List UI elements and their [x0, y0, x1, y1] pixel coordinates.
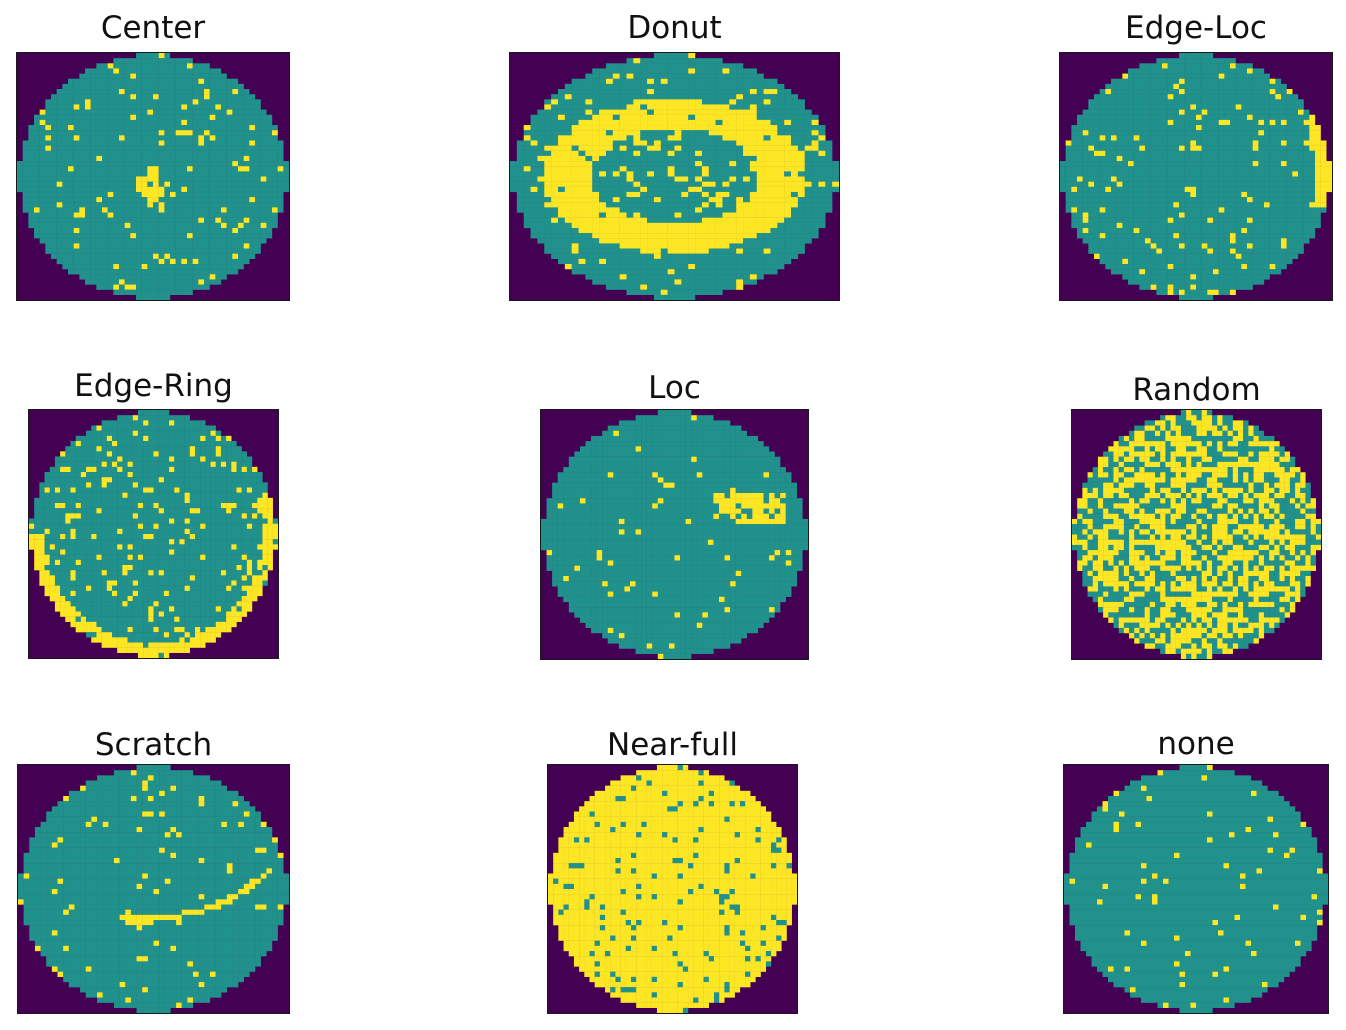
wafer-map — [540, 409, 809, 660]
wafer-map-graphic — [541, 410, 808, 659]
wafer-map — [1071, 409, 1322, 660]
wafer-map-graphic — [1064, 765, 1328, 1013]
wafer-panel-near-full: Near-full — [547, 725, 798, 1015]
wafer-map-graphic — [18, 765, 289, 1013]
wafer-map — [547, 764, 798, 1014]
wafer-map-graphic — [1072, 410, 1321, 659]
wafer-panel-loc: Loc — [540, 368, 809, 660]
wafer-map-graphic — [510, 53, 839, 300]
wafer-panel-center: Center — [16, 8, 290, 302]
panel-title: Scratch — [94, 727, 213, 763]
panel-title: Near-full — [607, 727, 738, 763]
panel-title: Loc — [648, 370, 701, 406]
wafer-map — [1063, 764, 1329, 1014]
wafer-map-graphic — [29, 410, 278, 658]
panel-title: Random — [1132, 372, 1261, 408]
wafer-map-graphic — [1060, 53, 1332, 300]
panel-title: Edge-Loc — [1125, 10, 1267, 46]
wafer-panel-edge-ring: Edge-Ring — [28, 366, 279, 660]
wafer-map — [509, 52, 840, 301]
wafer-map — [1059, 52, 1333, 301]
panel-title: Edge-Ring — [74, 368, 233, 404]
wafer-panel-random: Random — [1071, 370, 1322, 661]
wafer-map-graphic — [548, 765, 797, 1013]
panel-title: none — [1157, 726, 1235, 762]
panel-title: Center — [100, 10, 206, 46]
wafer-panel-scratch: Scratch — [17, 725, 290, 1015]
wafer-map — [28, 409, 279, 659]
wafer-map-graphic — [17, 53, 289, 300]
wafer-panel-donut: Donut — [509, 8, 840, 302]
panel-title: Donut — [627, 10, 722, 46]
wafer-map — [16, 52, 290, 301]
wafer-panel-none: none — [1063, 724, 1329, 1015]
wafer-panel-edge-loc: Edge-Loc — [1059, 8, 1333, 302]
wafer-map — [17, 764, 290, 1014]
